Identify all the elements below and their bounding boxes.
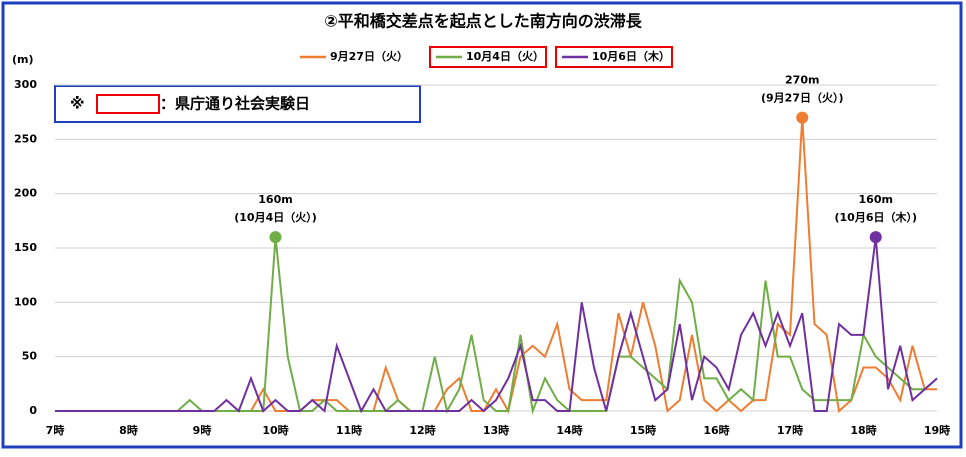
annotation-value: 270m xyxy=(785,74,819,87)
y-tick-label: 50 xyxy=(22,350,38,363)
series-line xyxy=(55,237,938,415)
legend-label: 9月27日（火） xyxy=(330,50,408,63)
y-axis-label: (m) xyxy=(12,53,34,66)
peak-dot xyxy=(869,231,882,244)
frame xyxy=(1,1,963,449)
annotation-date: (10月4日（火）) xyxy=(234,211,317,224)
x-tick-label: 14時 xyxy=(556,423,582,437)
legend-highlight xyxy=(555,46,673,68)
x-tick-label: 8時 xyxy=(119,423,138,437)
x-tick-label: 16時 xyxy=(703,423,729,437)
y-tick-label: 200 xyxy=(14,187,37,200)
x-tick-label: 13時 xyxy=(483,423,509,437)
x-tick-label: 11時 xyxy=(336,423,362,437)
y-tick-label: 0 xyxy=(29,404,37,417)
legend-highlight xyxy=(429,46,547,68)
note-symbol: ※ xyxy=(70,95,85,113)
annotation-value: 160m xyxy=(258,193,292,206)
note-box xyxy=(54,85,421,123)
legend-label: 10月4日（火） xyxy=(466,50,544,63)
x-tick-label: 10時 xyxy=(262,423,288,437)
legend-label: 10月6日（木） xyxy=(592,49,670,63)
x-tick-label: 19時 xyxy=(924,423,950,437)
note-text: ：県庁通り社会実験日 xyxy=(160,95,310,113)
series-line xyxy=(55,237,938,414)
note-sample-box xyxy=(96,94,160,114)
x-tick-label: 18時 xyxy=(850,423,876,437)
annotation-value: 160m xyxy=(859,193,893,206)
annotation-date: (9月27日（火）) xyxy=(761,92,844,105)
x-tick-label: 9時 xyxy=(193,423,212,437)
x-tick-label: 15時 xyxy=(630,423,656,437)
peak-dot xyxy=(269,231,282,244)
y-tick-label: 100 xyxy=(14,295,37,308)
peak-dot xyxy=(796,111,809,124)
series-line xyxy=(55,117,937,414)
x-tick-label: 12時 xyxy=(409,423,435,437)
chart-title: ②平和橋交差点を起点とした南方向の渋滞長 xyxy=(324,12,643,31)
y-tick-label: 150 xyxy=(14,241,37,254)
x-tick-label: 17時 xyxy=(777,423,803,437)
y-tick-label: 250 xyxy=(14,132,37,145)
annotation-date: (10月6日（木）) xyxy=(834,210,917,224)
y-tick-label: 300 xyxy=(14,78,37,91)
x-tick-label: 7時 xyxy=(46,423,65,437)
